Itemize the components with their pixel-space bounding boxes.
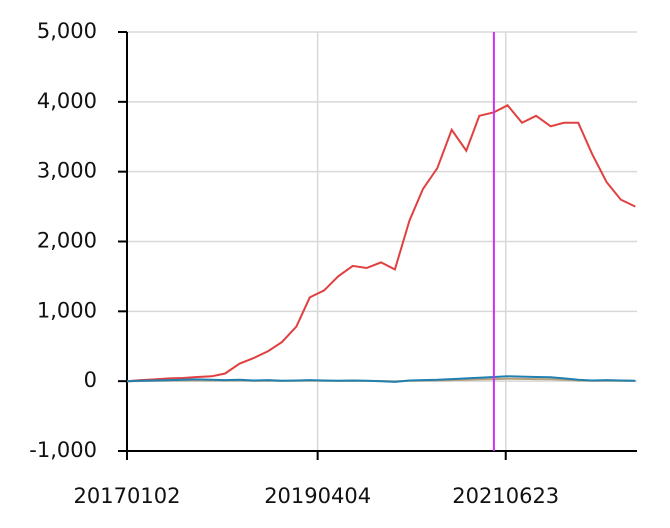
x-tick-label: 20170102 xyxy=(74,484,181,508)
line-series xyxy=(126,104,636,383)
y-tick-label: 5,000 xyxy=(37,19,97,43)
y-tick-label: 4,000 xyxy=(37,89,97,113)
y-tick-label: 3,000 xyxy=(37,159,97,183)
y-tick-label: -1,000 xyxy=(29,438,97,462)
x-tick-label: 20190404 xyxy=(264,484,371,508)
y-tick-label: 1,000 xyxy=(37,298,97,322)
y-tick-label: 2,000 xyxy=(37,229,97,253)
line-series xyxy=(126,375,636,383)
y-tick-label: 0 xyxy=(84,368,97,392)
x-tick-label: 20210623 xyxy=(452,484,559,508)
